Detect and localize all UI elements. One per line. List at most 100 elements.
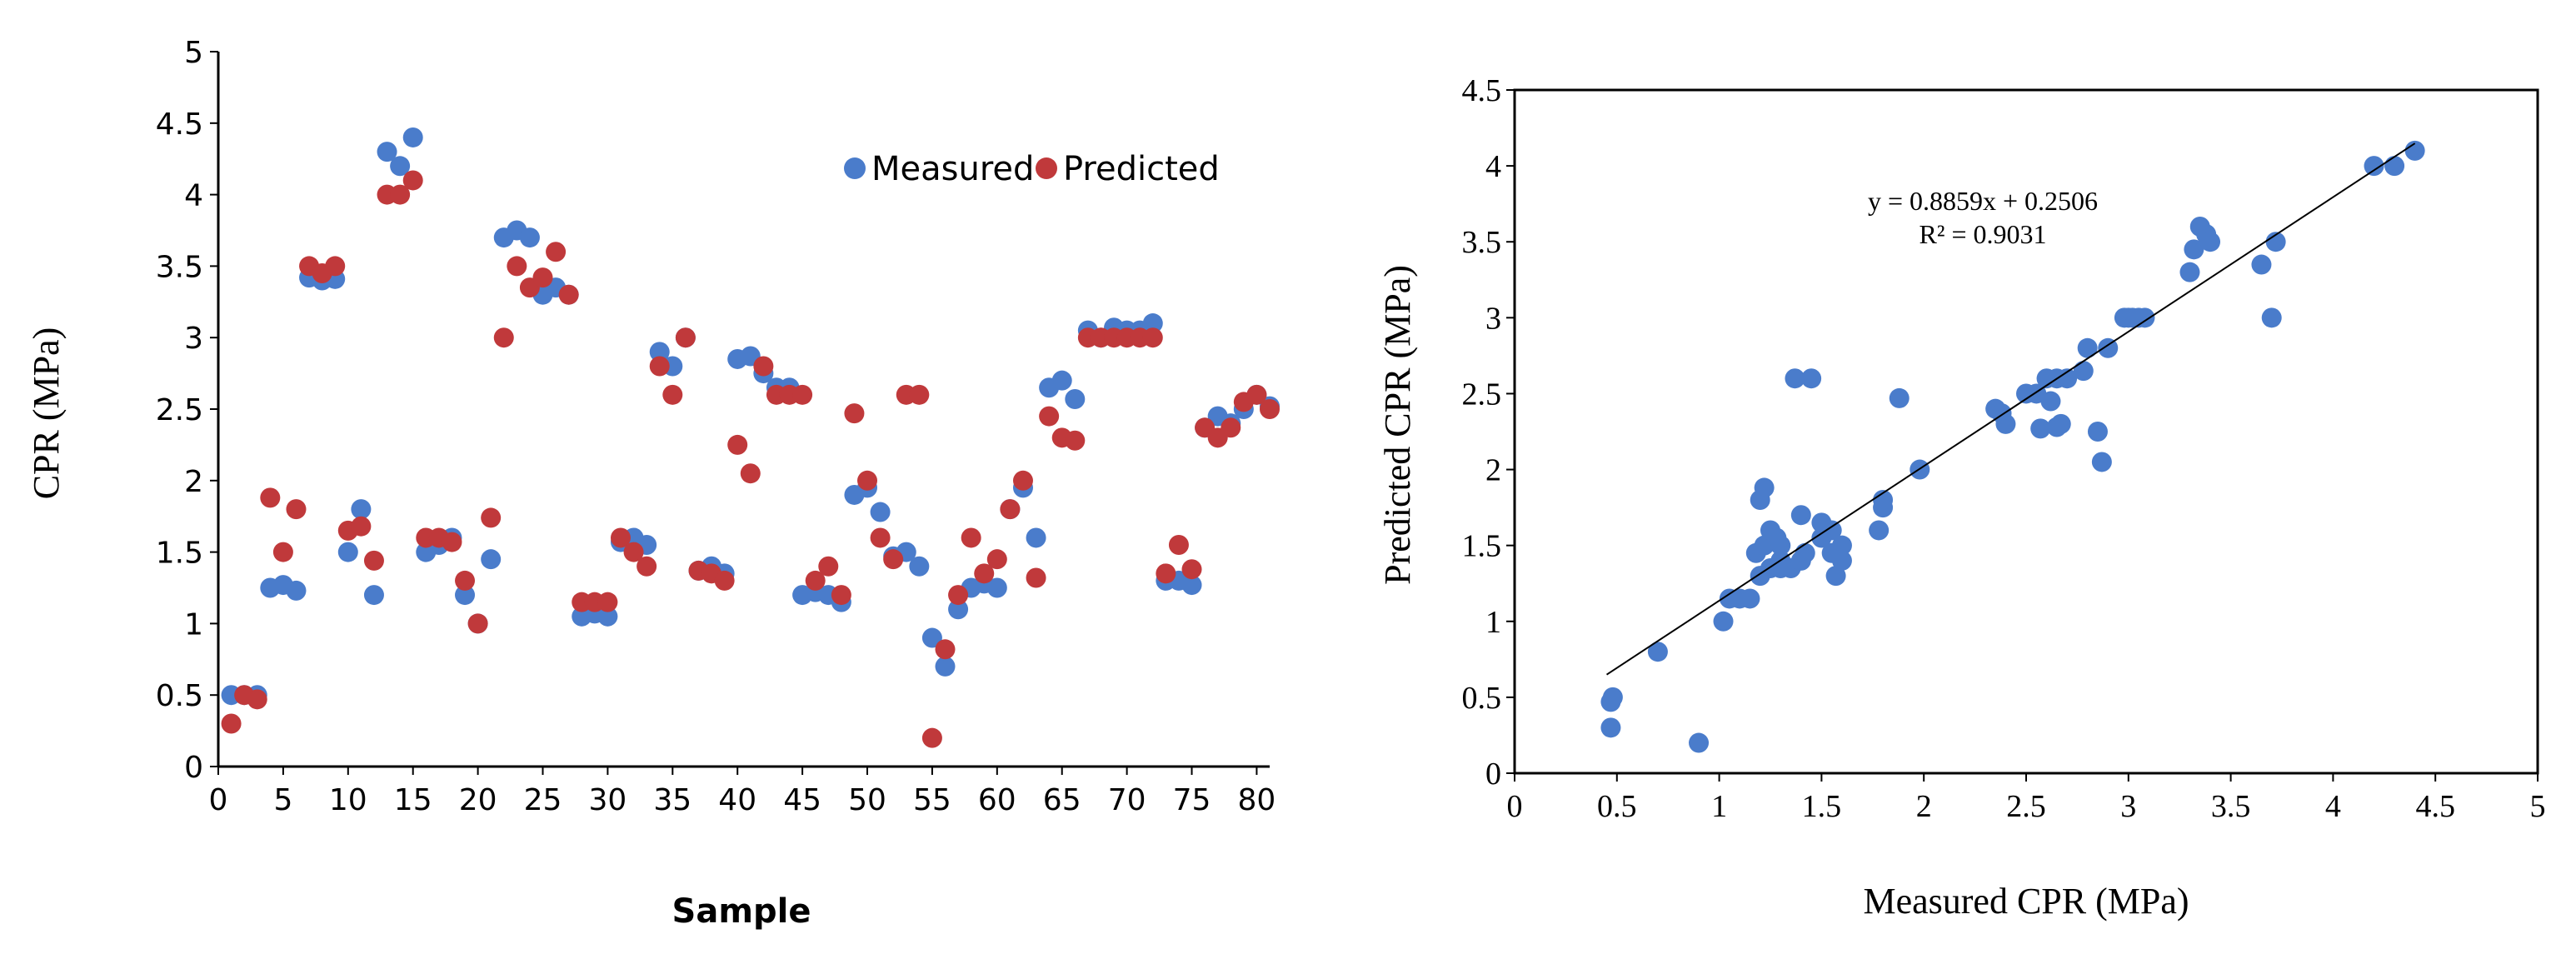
chart2-x-tick-label: 1.5 — [1802, 789, 1842, 824]
chart2-y-tick-label: 1 — [1485, 605, 1501, 640]
predicted-point — [714, 570, 735, 591]
correlation-point — [2030, 418, 2051, 439]
chart2-y-tick-label: 2.5 — [1462, 377, 1502, 412]
correlation-point — [2251, 254, 2272, 275]
chart1-x-tick-label: 20 — [459, 783, 497, 817]
correlation-point — [1995, 413, 2016, 434]
chart1-x-tick-label: 55 — [913, 783, 951, 817]
chart2-y-tick-label: 2 — [1485, 453, 1501, 488]
correlation-point — [1873, 490, 1894, 510]
predicted-point — [935, 639, 956, 660]
chart1-x-tick-label: 50 — [848, 783, 886, 817]
chart1-x-tick-label: 5 — [273, 783, 292, 817]
chart1-y-tick-label: 5 — [184, 36, 203, 70]
predicted-point — [286, 499, 307, 520]
measured-point — [935, 656, 956, 677]
predicted-point — [467, 613, 488, 634]
chart2-y-tick-label: 0 — [1485, 757, 1501, 792]
correlation-point — [1831, 535, 1852, 556]
predicted-point — [844, 403, 865, 424]
chart1-x-tick-label: 40 — [718, 783, 756, 817]
predicted-point — [753, 356, 774, 377]
chart1-y-tick-label: 0.5 — [156, 679, 203, 713]
correlation-point — [1790, 505, 1811, 526]
chart1-x-tick-label: 60 — [978, 783, 1016, 817]
measured-point — [1181, 575, 1202, 596]
predicted-point — [1221, 417, 1241, 438]
chart2-x-tick-label: 4 — [2325, 789, 2341, 824]
chart2-trendline — [1605, 142, 2416, 676]
measured-point — [455, 585, 476, 606]
predicted-point — [442, 532, 462, 552]
chart2-y-axis-label: Predicted CPR (MPa) — [1377, 265, 1418, 585]
chart1-y-tick-label: 0 — [184, 751, 203, 785]
predicted-point — [1181, 559, 1202, 580]
chart1-x-tick-label: 45 — [783, 783, 821, 817]
measured-point — [1065, 388, 1086, 409]
correlation-point — [2364, 156, 2384, 177]
chart1-y-tick-label: 4.5 — [156, 107, 203, 142]
correlation-point — [2073, 361, 2094, 382]
correlation-point — [1889, 387, 1910, 408]
measured-point — [597, 606, 618, 627]
predicted-point — [974, 563, 995, 584]
chart1-x-tick-label: 70 — [1108, 783, 1146, 817]
chart2-r-squared: R² = 0.9031 — [1920, 219, 2047, 249]
chart2-x-tick-label: 4.5 — [2415, 789, 2455, 824]
predicted-point — [818, 556, 839, 577]
correlation-point — [1689, 732, 1710, 753]
chart1-x-tick-label: 75 — [1173, 783, 1211, 817]
predicted-point — [727, 434, 748, 455]
predicted-point — [961, 527, 981, 548]
chart1-ticks: 00.511.522.533.544.550 5 10 15 20 25 30 35 40 45 5… — [156, 36, 1276, 817]
correlation-point — [2050, 413, 2071, 434]
chart1-points — [221, 127, 1280, 748]
measured-point — [921, 627, 942, 648]
predicted-point — [546, 242, 567, 262]
predicted-point — [883, 549, 904, 570]
measured-point — [286, 580, 307, 601]
chart2-y-tick-label: 1.5 — [1462, 529, 1502, 564]
correlation-point — [1801, 368, 1822, 389]
measured-point — [1051, 370, 1072, 391]
predicted-point — [260, 487, 281, 508]
chart2-x-tick-label: 1 — [1711, 789, 1727, 824]
correlation-point — [1740, 588, 1760, 609]
predicted-point — [1039, 406, 1060, 427]
legend-predicted-marker — [1036, 157, 1057, 179]
chart2-x-tick-label: 3 — [2120, 789, 2136, 824]
chart1-x-tick-label: 10 — [329, 783, 367, 817]
chart2-y-tick-label: 4 — [1485, 149, 1501, 184]
chart1-legend: Measured Predicted — [844, 150, 1220, 188]
correlation-point — [2077, 337, 2098, 358]
chart2-x-tick-label: 2.5 — [2006, 789, 2046, 824]
predicted-point — [272, 542, 293, 562]
predicted-point — [247, 689, 267, 710]
correlation-point — [2134, 307, 2155, 328]
chart1-x-tick-label: 25 — [524, 783, 562, 817]
correlation-point — [1825, 566, 1846, 587]
correlation-point — [1795, 542, 1815, 563]
measured-point — [909, 556, 930, 577]
chart1-x-tick-label: 35 — [653, 783, 691, 817]
correlation-point — [2184, 239, 2204, 260]
correlation-point — [2179, 262, 2200, 282]
predicted-point — [532, 267, 553, 288]
measured-point — [390, 156, 411, 177]
chart2-x-tick-label: 2 — [1916, 789, 1932, 824]
chart1-y-tick-label: 2.5 — [156, 393, 203, 427]
legend-predicted-label: Predicted — [1063, 150, 1220, 188]
chart1-y-tick-label: 3.5 — [156, 250, 203, 284]
chart1-x-tick-label: 65 — [1043, 783, 1081, 817]
chart2-x-tick-label: 5 — [2530, 789, 2546, 824]
chart1-y-tick-label: 3 — [184, 322, 203, 356]
measured-point — [1026, 527, 1046, 548]
chart1-x-tick-label: 30 — [589, 783, 627, 817]
predicted-point — [909, 384, 930, 405]
predicted-point — [662, 384, 683, 405]
predicted-point — [1012, 470, 1033, 491]
measured-point — [1142, 313, 1163, 334]
measured-point — [337, 542, 358, 562]
chart1-x-tick-label: 80 — [1238, 783, 1276, 817]
